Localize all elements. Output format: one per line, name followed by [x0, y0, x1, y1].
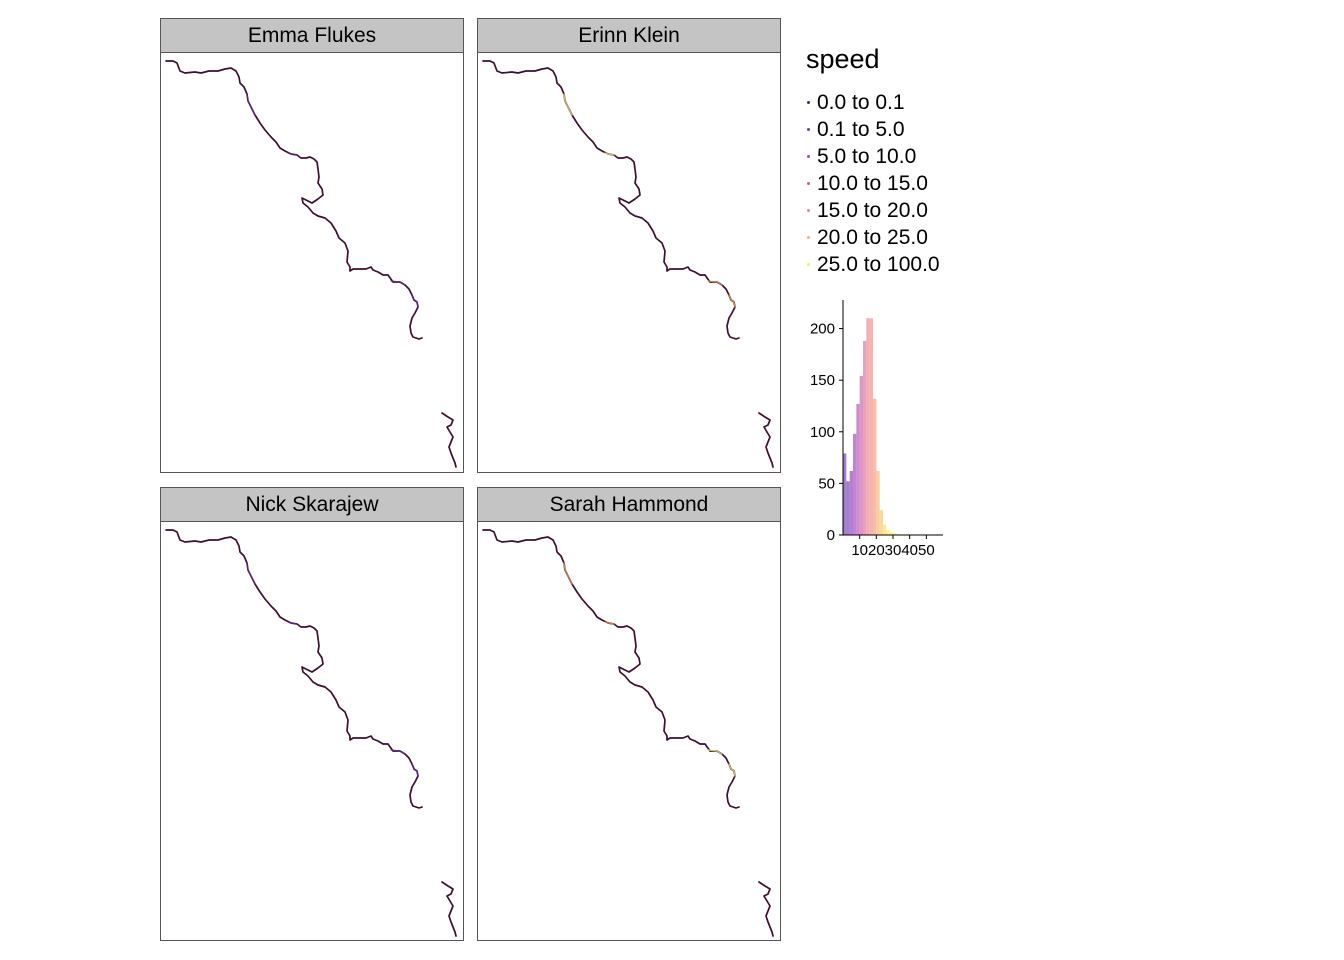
histogram-bar: [849, 471, 853, 535]
y-tick-label: 150: [810, 372, 835, 389]
histogram-bar: [936, 533, 940, 535]
histogram-bar: [859, 376, 863, 535]
gps-track-path: [165, 529, 423, 809]
histogram-bar: [906, 533, 910, 535]
facet-strip-label: Sarah Hammond: [478, 488, 780, 522]
legend-swatch-icon: [807, 128, 810, 131]
legend-label: 10.0 to 15.0: [817, 172, 928, 195]
gps-track-speed-segment: [390, 749, 406, 755]
gps-track-path: [758, 881, 774, 937]
histogram-bar: [869, 318, 873, 535]
facet-map: [482, 60, 774, 468]
gps-track-speed-segment: [287, 621, 298, 625]
gps-track-speed-segment: [728, 294, 736, 308]
legend-swatch-icon: [807, 101, 810, 104]
facet-strip-label: Erinn Klein: [478, 19, 780, 53]
gps-track-speed-segment: [707, 280, 723, 286]
gps-track-speed-segment: [604, 152, 615, 156]
facet-map: [165, 529, 457, 937]
facet-strip-label: Emma Flukes: [161, 19, 463, 53]
gps-track-speed-segment: [604, 621, 615, 625]
gps-track-path: [441, 881, 457, 937]
gps-track-path: [482, 60, 740, 340]
gps-track-path: [441, 412, 457, 468]
legend-label: 0.0 to 0.1: [817, 91, 905, 114]
histogram-bar: [886, 529, 890, 535]
x-tick-label: 30: [885, 542, 902, 559]
histogram-bar: [896, 533, 900, 535]
histogram-bar: [893, 532, 897, 535]
histogram-bar: [873, 398, 877, 535]
legend-label: 5.0 to 10.0: [817, 145, 917, 168]
legend-label: 25.0 to 100.0: [817, 253, 940, 276]
facet-map: [165, 60, 457, 468]
facet-panel-nick-skarajew: Nick Skarajew: [160, 487, 464, 941]
facet-map: [482, 529, 774, 937]
histogram-bar: [856, 403, 860, 535]
histogram-bar: [866, 318, 870, 535]
gps-track-speed-segment: [563, 93, 573, 116]
gps-track-path: [758, 412, 774, 468]
legend-swatch-icon: [807, 182, 810, 185]
legend-swatch-icon: [807, 236, 810, 239]
x-tick-label: 50: [918, 542, 935, 559]
facet-strip-label: Nick Skarajew: [161, 488, 463, 522]
gps-track-speed-segment: [707, 749, 723, 755]
gps-track-speed-segment: [390, 280, 406, 286]
histogram-bar: [843, 453, 847, 535]
facet-panel-sarah-hammond: Sarah Hammond: [477, 487, 781, 941]
x-tick-label: 20: [868, 542, 885, 559]
gps-track-speed-segment: [411, 294, 419, 308]
histogram-bar: [853, 433, 857, 535]
gps-track-speed-segment: [411, 763, 419, 777]
legend-swatch-icon: [807, 155, 810, 158]
y-tick-label: 0: [827, 527, 835, 544]
histogram-bar: [876, 471, 880, 535]
gps-track-speed-segment: [246, 562, 256, 585]
legend-swatch-icon: [807, 263, 810, 266]
histogram-bar: [846, 481, 850, 535]
legend-title: speed: [806, 44, 880, 74]
gps-track-speed-segment: [246, 93, 256, 116]
histogram-bar: [879, 510, 883, 535]
histogram-bar: [889, 531, 893, 535]
histogram-bar: [883, 524, 887, 535]
legend-label: 15.0 to 20.0: [817, 199, 928, 222]
facet-panel-emma-flukes: Emma Flukes: [160, 18, 464, 473]
legend-swatch-icon: [807, 209, 810, 212]
x-tick-label: 10: [851, 542, 868, 559]
histogram-bar: [863, 340, 867, 535]
y-tick-label: 50: [818, 475, 835, 492]
y-tick-label: 200: [810, 321, 835, 338]
gps-track-path: [165, 60, 423, 340]
x-tick-label: 40: [901, 542, 918, 559]
gps-track-path: [482, 529, 740, 809]
y-tick-label: 100: [810, 424, 835, 441]
legend-label: 20.0 to 25.0: [817, 226, 928, 249]
gps-track-speed-segment: [563, 562, 573, 585]
legend-label: 0.1 to 5.0: [817, 118, 905, 141]
gps-track-speed-segment: [728, 763, 736, 777]
gps-track-speed-segment: [287, 152, 298, 156]
facet-panel-erinn-klein: Erinn Klein: [477, 18, 781, 473]
